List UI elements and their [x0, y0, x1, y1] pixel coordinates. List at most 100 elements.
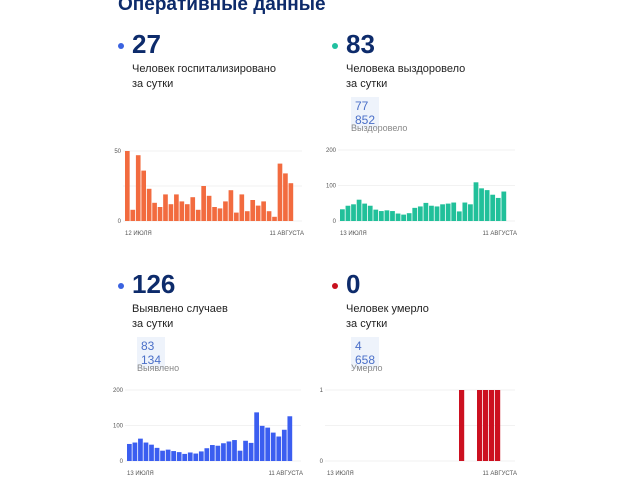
bar [212, 207, 217, 221]
bar [501, 191, 507, 221]
bar [228, 190, 234, 221]
bar [401, 214, 406, 221]
bar [429, 205, 434, 221]
label-line: за сутки [132, 318, 174, 330]
bar [345, 205, 351, 221]
deaths-value: 0 [346, 269, 361, 299]
bar [490, 194, 496, 221]
x-end-label: 11 АВГУСТА [482, 231, 517, 237]
bar [281, 429, 287, 461]
bar [406, 213, 412, 221]
deaths-caption: Умерло [351, 363, 383, 373]
bar [206, 195, 212, 221]
x-end-label: 11 АВГУСТА [268, 471, 303, 477]
y-tick-label: 100 [326, 184, 337, 190]
bar [412, 207, 418, 221]
x-start-label: 13 ИЮЛЯ [127, 471, 154, 477]
y-tick-label: 200 [113, 388, 124, 394]
bar [174, 194, 179, 221]
bar [266, 211, 272, 221]
bar [351, 204, 356, 221]
bullet-icon [118, 43, 124, 49]
bar [367, 205, 373, 221]
bar [146, 188, 152, 221]
bar [276, 436, 282, 461]
bar [171, 451, 176, 461]
bar [340, 209, 345, 221]
label-line: Человека выздоровело [346, 63, 466, 75]
label-line: Выявлено случаев [132, 303, 228, 315]
y-tick-label: 0 [118, 219, 122, 225]
bar [127, 443, 132, 461]
cases-value: 126 [132, 269, 176, 299]
bar [217, 208, 223, 221]
bar [204, 448, 210, 461]
x-end-label: 11 АВГУСТА [482, 471, 517, 477]
bar [462, 202, 468, 221]
bar [163, 194, 168, 221]
hospitalized-chart: 0 50 12 ИЮЛЯ 11 АВГУСТА [114, 149, 304, 237]
bar [250, 200, 256, 221]
bar [244, 211, 250, 221]
cases-caption: Выявлено [137, 363, 180, 373]
bar [495, 197, 501, 221]
bar [182, 453, 188, 461]
bar [210, 445, 215, 461]
bar [132, 442, 138, 461]
bar [255, 205, 261, 221]
bar [179, 201, 185, 221]
x-start-label: 13 ИЮЛЯ [340, 231, 367, 237]
hospitalized-label: Человек госпитализировано за сутки [132, 62, 276, 92]
bar [232, 440, 237, 461]
deaths-label: Человек умерло за сутки [346, 302, 429, 332]
y-tick-label: 100 [113, 424, 124, 430]
recovered-value: 83 [346, 29, 375, 59]
bar [184, 204, 190, 221]
bar [434, 206, 440, 221]
cases-total: 83 134 [137, 337, 166, 369]
bar [125, 151, 130, 221]
bar [378, 211, 384, 221]
label-line: за сутки [346, 78, 388, 90]
label-line: Человек умерло [346, 303, 429, 315]
bar [187, 452, 193, 461]
bar [215, 445, 221, 461]
bar [277, 163, 283, 221]
hospitalized-value: 27 [132, 29, 161, 59]
bar [259, 425, 265, 461]
bar [237, 450, 243, 461]
bar [451, 202, 457, 221]
bar [223, 201, 228, 221]
bar [373, 209, 379, 221]
bar [234, 212, 239, 221]
bar [489, 390, 495, 461]
bar [141, 170, 147, 221]
bar [130, 209, 136, 221]
y-tick-label: 0 [120, 459, 124, 465]
cases-label: Выявлено случаев за сутки [132, 302, 228, 332]
bar [226, 441, 232, 461]
label-line: за сутки [346, 318, 388, 330]
bar [477, 390, 483, 461]
label-line: за сутки [132, 78, 174, 90]
bar [423, 202, 429, 221]
bar [138, 438, 143, 461]
bullet-icon [332, 283, 338, 289]
y-tick-label: 0 [320, 459, 324, 465]
bar [154, 447, 160, 461]
cases-chart: 0 100 200 13 ИЮЛЯ 11 АВГУСТА [113, 388, 303, 477]
bar [152, 202, 157, 221]
bar [248, 442, 254, 461]
bar [270, 432, 276, 461]
bar [135, 155, 141, 221]
bar [456, 211, 462, 221]
y-tick-label: 50 [114, 149, 121, 155]
bar [201, 186, 206, 221]
x-end-label: 11 АВГУСТА [269, 231, 304, 237]
bar [362, 203, 368, 221]
bar [440, 204, 445, 221]
bar [261, 201, 266, 221]
bar [149, 444, 154, 461]
deaths-total: 4 658 [351, 337, 380, 369]
bar [195, 209, 201, 221]
